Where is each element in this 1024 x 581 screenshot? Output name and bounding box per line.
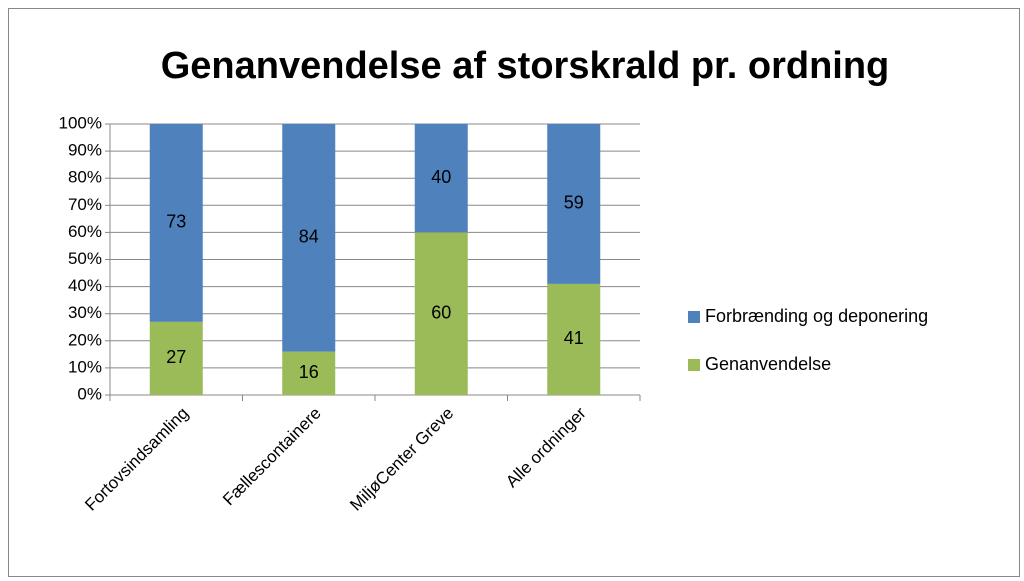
legend-swatch xyxy=(688,311,700,323)
bar-segment xyxy=(414,232,468,395)
data-label: 60 xyxy=(431,302,451,322)
bar-segment xyxy=(282,124,336,352)
chart-title: Genanvendelse af storskrald pr. ordning xyxy=(161,45,890,87)
data-label: 27 xyxy=(166,347,186,367)
y-tick-label: 90% xyxy=(68,141,102,160)
y-tick-label: 30% xyxy=(68,303,102,322)
data-label: 84 xyxy=(299,227,319,247)
bar-segment xyxy=(149,321,203,395)
y-tick-label: 20% xyxy=(68,330,102,349)
legend-label: Genanvendelse xyxy=(705,354,831,374)
legend-label: Forbrænding og deponering xyxy=(705,306,928,326)
bar-segment xyxy=(547,124,601,284)
data-label: 73 xyxy=(166,212,186,232)
y-tick-label: 40% xyxy=(68,276,102,295)
bar-segment xyxy=(282,351,336,395)
data-label: 59 xyxy=(564,193,584,213)
bar-segment xyxy=(149,124,203,322)
data-label: 41 xyxy=(564,328,584,348)
bar-segment xyxy=(414,124,468,233)
data-label: 16 xyxy=(299,362,319,382)
data-label: 40 xyxy=(431,167,451,187)
y-tick-label: 100% xyxy=(59,113,102,132)
y-tick-label: 80% xyxy=(68,168,102,187)
y-tick-label: 50% xyxy=(68,249,102,268)
y-tick-label: 0% xyxy=(77,384,102,403)
bar-segment xyxy=(547,283,601,395)
y-tick-label: 70% xyxy=(68,195,102,214)
legend-swatch xyxy=(688,359,700,371)
y-tick-label: 10% xyxy=(68,357,102,376)
y-tick-label: 60% xyxy=(68,222,102,241)
